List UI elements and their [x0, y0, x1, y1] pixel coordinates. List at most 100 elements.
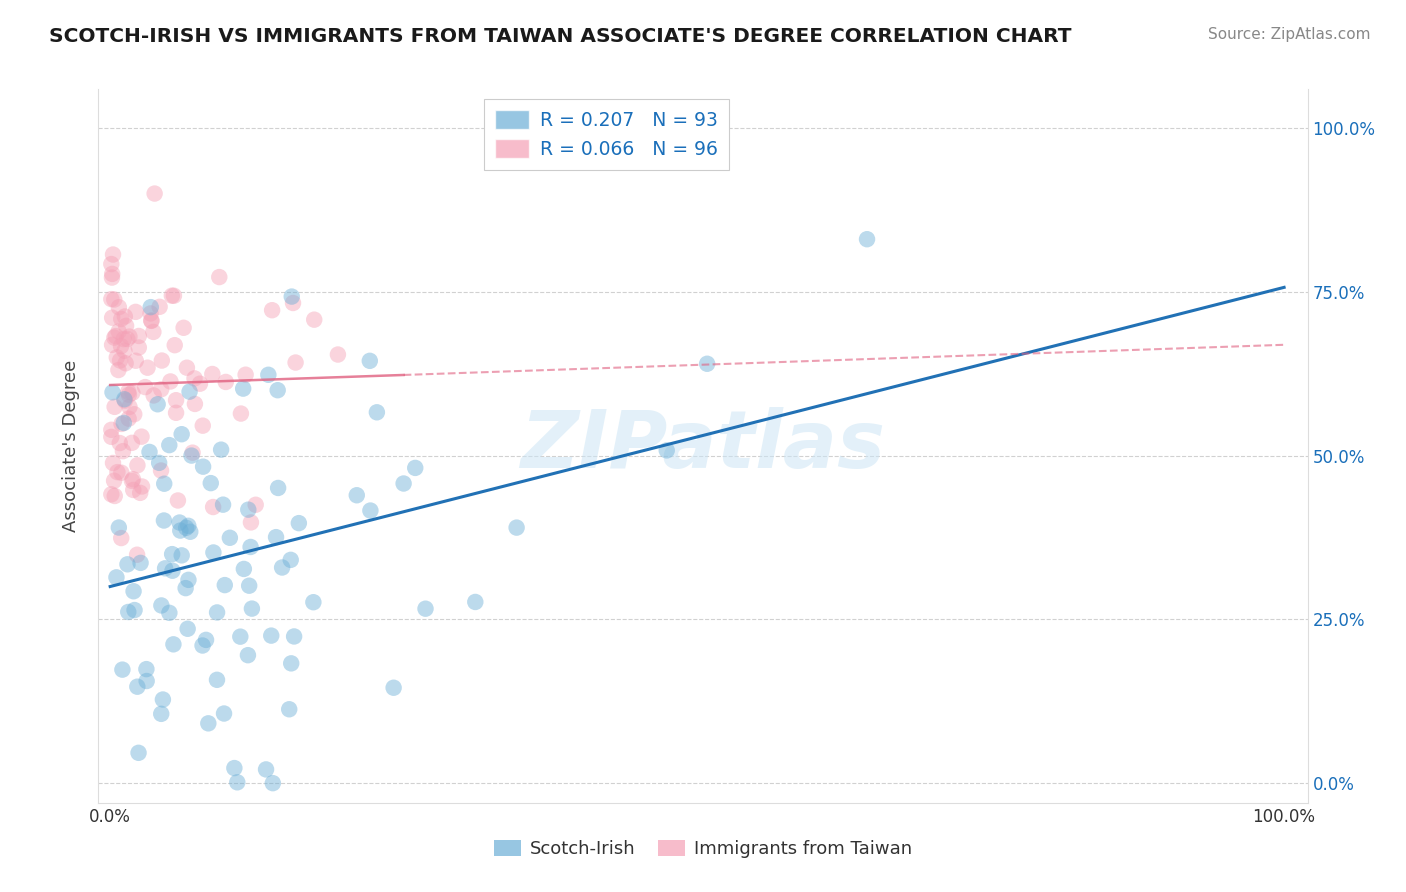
Point [104, 329, 127, 343]
Point [153, 561, 176, 575]
Point [326, 347, 349, 361]
Point [127, 680, 149, 694]
Point [134, 380, 156, 394]
Point [150, 706, 173, 721]
Point [101, 267, 124, 281]
Point [138, 445, 160, 459]
Point [108, 353, 131, 368]
Point [105, 351, 128, 365]
Point [254, 763, 277, 777]
Point [278, 702, 301, 716]
Point [346, 488, 368, 502]
Point [118, 387, 141, 401]
Point [232, 562, 254, 576]
Point [112, 332, 135, 346]
Point [415, 601, 437, 615]
Point [202, 500, 225, 514]
Point [122, 472, 145, 486]
Point [100, 430, 122, 444]
Point [150, 353, 173, 368]
Point [128, 329, 150, 343]
Point [141, 313, 163, 327]
Point [229, 630, 252, 644]
Point [131, 479, 153, 493]
Point [181, 445, 204, 459]
Point [139, 300, 162, 314]
Point [218, 531, 240, 545]
Point [212, 498, 235, 512]
Point [112, 392, 135, 407]
Point [101, 338, 124, 352]
Point [101, 385, 124, 400]
Point [157, 606, 180, 620]
Point [191, 418, 214, 433]
Point [124, 603, 146, 617]
Point [100, 423, 122, 437]
Point [174, 521, 197, 535]
Point [131, 430, 153, 444]
Point [262, 303, 284, 318]
Point [127, 458, 149, 473]
Point [176, 360, 198, 375]
Point [856, 232, 879, 246]
Point [107, 363, 129, 377]
Point [366, 405, 388, 419]
Point [142, 388, 165, 402]
Point [108, 300, 131, 314]
Point [100, 292, 122, 306]
Point [160, 288, 183, 302]
Point [135, 673, 157, 688]
Point [195, 632, 218, 647]
Point [157, 438, 180, 452]
Point [302, 312, 325, 326]
Point [129, 556, 152, 570]
Point [121, 385, 143, 400]
Text: ZIPatlas: ZIPatlas [520, 407, 886, 485]
Point [359, 354, 381, 368]
Point [655, 443, 678, 458]
Point [239, 540, 262, 554]
Point [101, 310, 124, 325]
Point [105, 570, 128, 584]
Point [271, 560, 294, 574]
Point [359, 503, 381, 517]
Point [163, 338, 186, 352]
Y-axis label: Associate's Degree: Associate's Degree [62, 359, 80, 533]
Point [118, 329, 141, 343]
Point [281, 289, 304, 303]
Legend: Scotch-Irish, Immigrants from Taiwan: Scotch-Irish, Immigrants from Taiwan [486, 832, 920, 865]
Point [280, 657, 302, 671]
Point [110, 417, 132, 431]
Point [392, 476, 415, 491]
Point [112, 343, 135, 358]
Point [280, 553, 302, 567]
Point [209, 442, 232, 457]
Point [117, 332, 139, 346]
Point [128, 341, 150, 355]
Point [100, 487, 122, 501]
Point [148, 456, 170, 470]
Point [159, 375, 181, 389]
Point [114, 356, 136, 370]
Point [236, 648, 259, 663]
Point [238, 579, 260, 593]
Point [146, 397, 169, 411]
Point [281, 296, 304, 310]
Point [162, 637, 184, 651]
Point [169, 524, 191, 538]
Point [169, 516, 191, 530]
Point [125, 353, 148, 368]
Point [183, 371, 205, 385]
Point [103, 474, 125, 488]
Point [170, 427, 193, 442]
Point [212, 706, 235, 721]
Point [205, 673, 228, 687]
Point [179, 384, 201, 399]
Point [179, 524, 201, 539]
Point [180, 449, 202, 463]
Point [404, 461, 426, 475]
Point [235, 368, 257, 382]
Point [117, 558, 139, 572]
Point [201, 367, 224, 381]
Point [283, 630, 305, 644]
